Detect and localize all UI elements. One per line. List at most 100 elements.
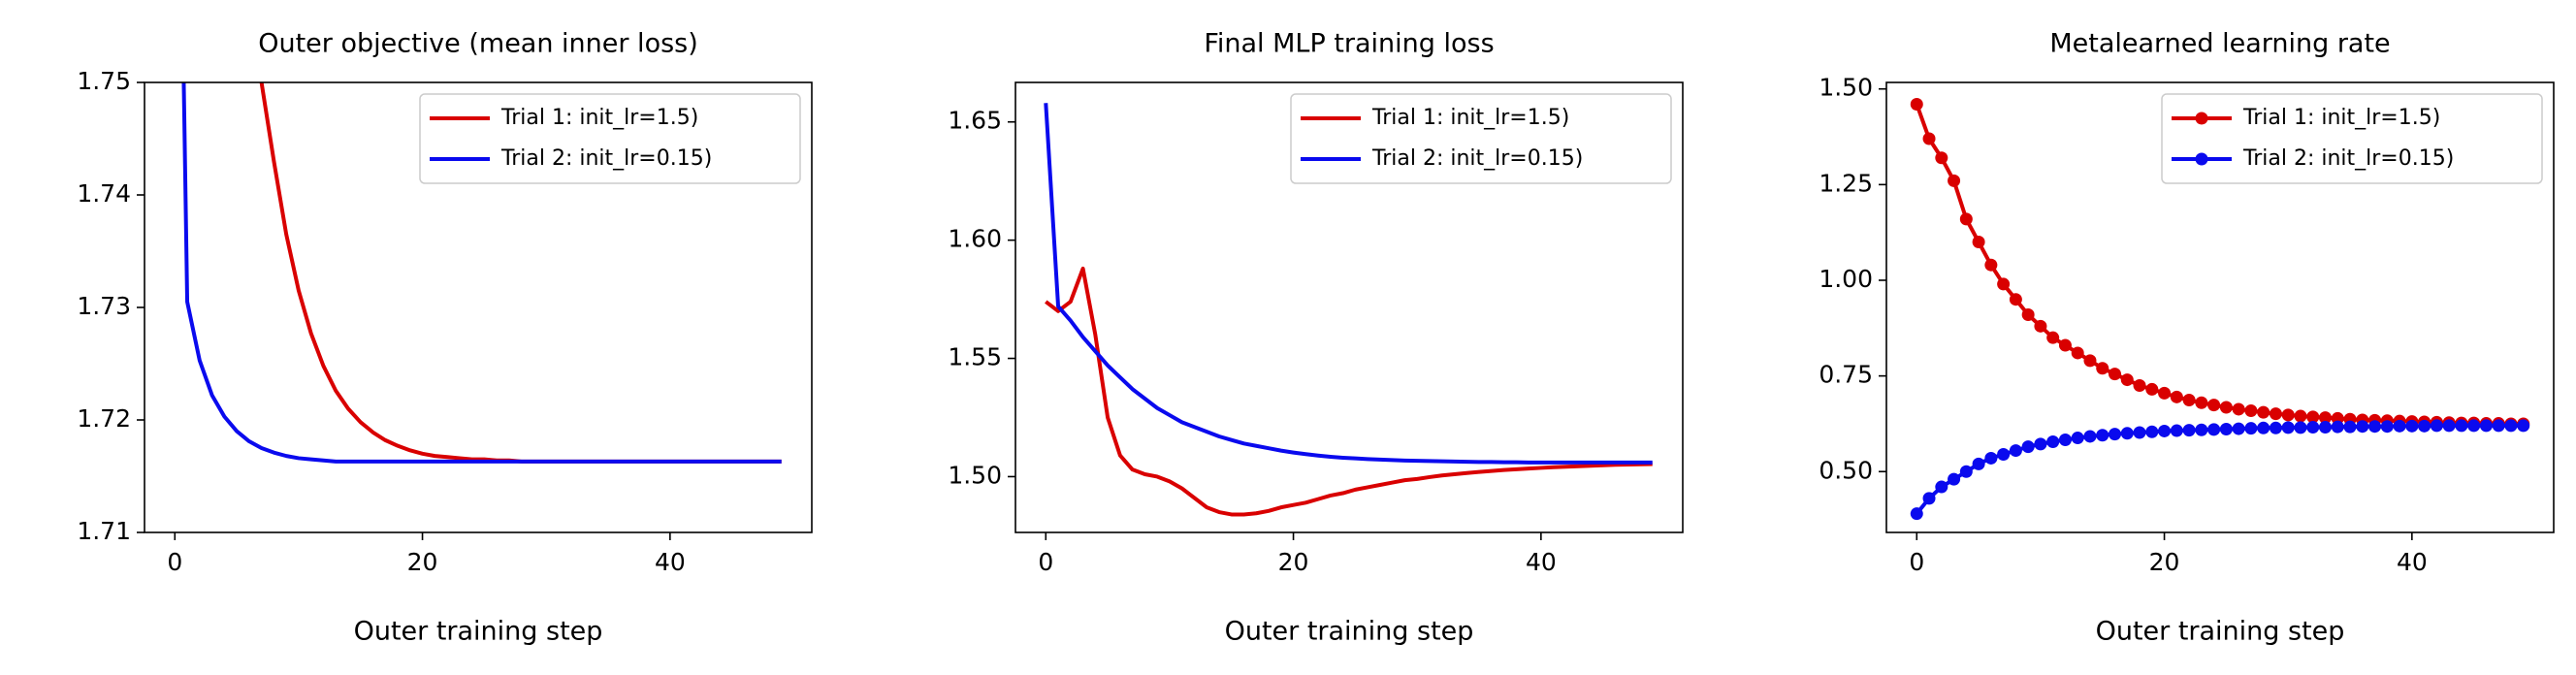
x-tick-label: 20 [407,548,438,576]
x-tick-label: 0 [1909,548,1924,576]
data-point [2306,410,2320,424]
data-point [1972,457,1985,470]
x-axis-label: Outer training step [1225,617,1474,647]
y-tick-label: 1.55 [948,343,1002,371]
data-point [2021,307,2035,321]
series-line [1044,103,1653,465]
data-point [2380,420,2394,434]
legend-box [1290,93,1672,184]
legend-marker [2195,112,2208,125]
legend-label: Trial 1: init_lr=1.5) [2242,106,2440,130]
legend-label: Trial 2: init_lr=0.15) [500,146,712,171]
chart-title: Final MLP training loss [1204,29,1494,59]
y-tick-label: 1.60 [948,225,1002,253]
data-point [2418,419,2431,433]
data-point [2306,420,2320,434]
y-tick-label: 1.50 [1819,74,1873,102]
data-point [2318,411,2332,425]
data-point [1959,465,1973,478]
data-point [1997,448,2011,462]
legend-marker [2195,152,2208,166]
data-point [1972,236,1985,249]
x-tick-label: 20 [2149,548,2180,576]
data-point [2269,407,2282,421]
data-point [2096,362,2109,375]
data-point [2430,419,2443,433]
data-point [1948,472,1961,486]
axes-frame [1885,81,2555,533]
data-point [2368,420,2382,434]
data-point [2046,331,2060,344]
x-tick-label: 0 [167,548,182,576]
data-point [2232,402,2245,416]
x-tick-label: 0 [1038,548,1053,576]
data-point [2158,386,2172,400]
data-point [2257,405,2270,419]
y-tick-label: 1.71 [77,517,131,545]
data-point [2492,419,2505,433]
data-point [2109,428,2122,441]
data-point [1922,132,1936,145]
data-point [2504,419,2518,433]
data-point [2170,390,2183,403]
data-point [2071,346,2084,360]
data-point [2294,421,2307,434]
data-point [2182,393,2196,406]
y-tick-label: 1.72 [77,404,131,433]
chart-title: Outer objective (mean inner loss) [258,29,698,59]
data-point [2442,419,2456,433]
data-point [2071,432,2084,445]
series-line [259,82,782,464]
data-point [1910,97,1923,111]
data-point [2517,419,2530,433]
data-point [2120,373,2134,387]
legend-label: Trial 1: init_lr=1.5) [1371,106,1569,130]
y-tick-label: 1.50 [948,461,1002,489]
plot-area [1044,103,1653,517]
legend: Trial 1: init_lr=1.5) Trial 2: init_lr=0.… [419,93,801,184]
data-point [2318,420,2332,434]
y-tick-label: 1.25 [1819,169,1873,197]
data-point [1948,174,1961,187]
x-tick-label: 40 [2397,548,2428,576]
series-line [181,82,782,464]
axes-frame [1014,81,1684,533]
data-point [2195,396,2208,409]
data-point [1984,451,1998,465]
data-point [2219,401,2233,414]
data-point [2021,440,2035,454]
data-point [2170,424,2183,437]
x-tick-label: 40 [1526,548,1557,576]
y-tick-label: 0.50 [1819,456,1873,484]
data-point [2232,422,2245,435]
legend: Trial 1: init_lr=1.5) Trial 2: init_lr=0.… [1290,93,1672,184]
y-tick-label: 1.73 [77,292,131,320]
data-point [1959,212,1973,226]
data-point [2356,420,2369,434]
legend-label: Trial 2: init_lr=0.15) [1371,146,1583,171]
data-point [2133,378,2146,392]
x-tick-label: 20 [1278,548,1309,576]
data-point [2244,422,2258,435]
data-point [2331,420,2344,434]
data-point [2034,437,2047,451]
subplot: Outer objective (mean inner loss) Outer t… [77,29,813,647]
data-point [2393,419,2406,433]
data-point [2343,420,2357,434]
subplot: Final MLP training loss Outer training st… [948,29,1684,647]
axes-frame [144,81,813,533]
x-axis-label: Outer training step [2096,617,2345,647]
x-axis-label: Outer training step [354,617,603,647]
data-point [2046,434,2060,448]
y-tick-label: 0.75 [1819,361,1873,389]
series-line [1915,423,2524,515]
data-point [2083,354,2097,368]
legend-box [2161,93,2543,184]
y-tick-label: 1.65 [948,107,1002,135]
data-point [2096,429,2109,442]
data-point [2219,422,2233,435]
data-point [2009,444,2022,458]
y-tick-label: 1.74 [77,179,131,208]
data-point [2207,399,2221,412]
